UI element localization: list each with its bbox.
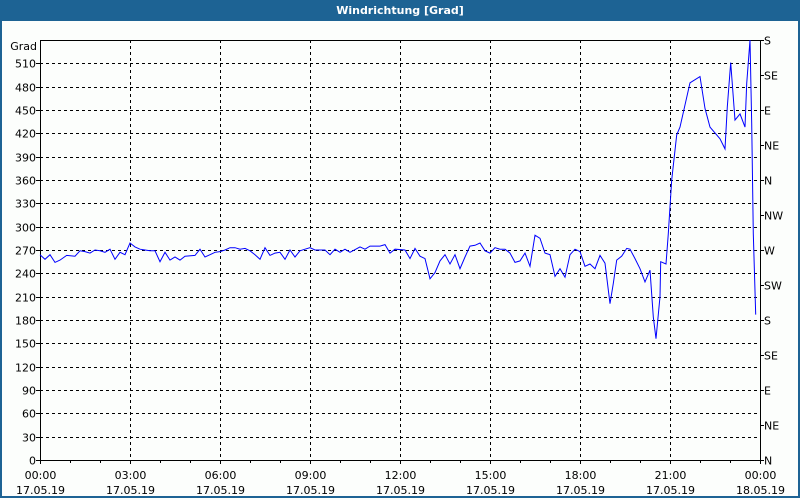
y-tick-label: 150 [15,338,36,351]
x-tick-time: 03:00 [115,469,147,482]
x-tick-date: 17.05.19 [646,484,695,497]
right-tick-label: SE [764,350,778,363]
y-tick-label: 90 [22,385,36,398]
x-tick-time: 15:00 [475,469,507,482]
tick-labels: 0 30 60 90 120 150 180 210 240 270 300 330 360 390 420… [15,35,785,498]
y-tick-label: 390 [15,152,36,165]
x-tick-time: 00:00 [745,469,777,482]
y-axis-label: Grad [10,40,37,53]
right-tick-label: SE [764,70,778,83]
x-tick-time: 06:00 [205,469,237,482]
x-tick-date: 17.05.19 [376,484,425,497]
right-tick-label: S [764,315,771,328]
y-tick-label: 30 [22,432,36,445]
x-tick-time: 09:00 [295,469,327,482]
right-tick-label: NE [764,140,779,153]
x-tick-time: 00:00 [25,469,57,482]
y-tick-label: 180 [15,315,36,328]
window-title: Windrichtung [Grad] [0,0,800,21]
x-tick-date: 17.05.19 [106,484,155,497]
y-tick-label: 60 [22,408,36,421]
y-tick-label: 0 [29,455,36,468]
y-tick-label: 240 [15,268,36,281]
y-tick-label: 480 [15,82,36,95]
x-tick-date: 17.05.19 [556,484,605,497]
x-tick-date: 17.05.19 [286,484,335,497]
right-tick-label: E [764,385,771,398]
right-tick-label: S [764,35,771,48]
x-tick-time: 12:00 [385,469,417,482]
plot-frame [40,40,761,461]
x-tick-date: 17.05.19 [196,484,245,497]
grid [40,40,760,460]
y-tick-label: 120 [15,362,36,375]
right-tick-label: SW [764,280,782,293]
y-tick-label: 510 [15,58,36,71]
y-tick-label: 330 [15,198,36,211]
x-tick-time: 18:00 [565,469,597,482]
x-tick-date: 17.05.19 [16,484,65,497]
y-tick-label: 270 [15,245,36,258]
x-tick-date: 18.05.19 [736,484,785,497]
x-tick-date: 17.05.19 [466,484,515,497]
right-tick-label: E [764,105,771,118]
right-tick-label: N [764,455,772,468]
right-tick-label: N [764,175,772,188]
y-tick-label: 210 [15,292,36,305]
y-tick-label: 300 [15,222,36,235]
right-tick-label: NE [764,420,779,433]
right-tick-label: NW [764,210,783,223]
series-line [39,39,757,339]
right-tick-label: W [764,245,775,258]
axes [36,40,764,464]
y-tick-label: 360 [15,175,36,188]
y-tick-label: 450 [15,105,36,118]
y-tick-label: 420 [15,128,36,141]
x-tick-time: 21:00 [655,469,687,482]
